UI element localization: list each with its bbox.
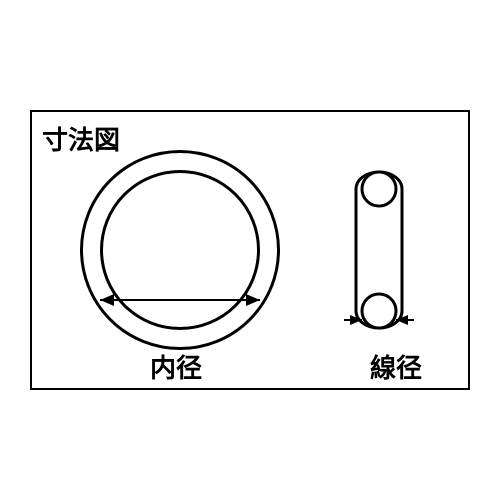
inner-diameter-label: 内径 <box>150 348 202 385</box>
ring-side-view <box>334 150 424 350</box>
inner-dim-line <box>100 299 260 301</box>
inner-dim-arrow-right <box>246 294 260 306</box>
title-label: 寸法図 <box>42 120 120 157</box>
ring-front-inner <box>100 170 260 330</box>
cross-section-bottom <box>362 294 396 328</box>
canvas: 寸法図 内径 線径 <box>0 0 500 500</box>
cross-section-top <box>362 172 396 206</box>
wire-diameter-label: 線径 <box>370 348 422 385</box>
